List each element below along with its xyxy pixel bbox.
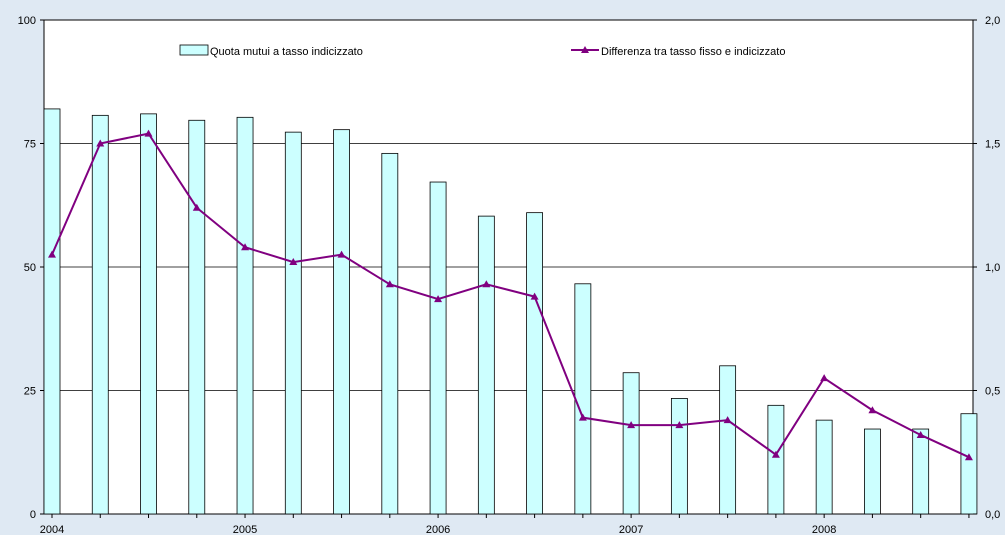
bar xyxy=(429,181,447,515)
line-point xyxy=(916,430,925,438)
x-tick-label: 2008 xyxy=(812,524,836,535)
line-point xyxy=(144,129,153,137)
bar xyxy=(236,116,254,515)
bar xyxy=(622,372,640,515)
x-tick-label: 2006 xyxy=(426,524,450,535)
legend-line-marker xyxy=(581,46,589,53)
bar xyxy=(670,398,688,515)
line-point xyxy=(627,421,636,429)
line-point xyxy=(48,250,56,258)
line-point xyxy=(868,406,877,414)
bar xyxy=(477,215,495,515)
line-point xyxy=(675,421,684,429)
bar xyxy=(91,114,109,515)
bar xyxy=(333,129,350,515)
x-tick-label: 2007 xyxy=(619,524,643,535)
bar xyxy=(43,108,61,515)
right-tick-label: 1,0 xyxy=(985,262,1000,274)
bar xyxy=(188,119,206,515)
x-axis-ticks: 2004 2005 2006 2007 2008 xyxy=(40,524,837,535)
legend: Quota mutui a tasso indicizzato Differen… xyxy=(179,44,785,58)
line-point xyxy=(241,243,250,251)
line-point xyxy=(771,450,780,458)
right-tick-label: 2,0 xyxy=(985,15,1000,27)
bar xyxy=(912,428,930,515)
bar xyxy=(526,212,543,515)
right-tick-label: 0,0 xyxy=(985,509,1000,521)
left-tick-label: 75 xyxy=(24,139,36,151)
line-point xyxy=(192,203,201,211)
legend-line-label: Differenza tra tasso fisso e indicizzato xyxy=(601,46,785,58)
left-tick-label: 100 xyxy=(18,15,36,27)
line-point xyxy=(289,258,298,266)
line-point xyxy=(96,139,105,147)
bar xyxy=(815,419,833,515)
series-line xyxy=(51,132,970,459)
line-point xyxy=(578,413,587,421)
line-series xyxy=(48,129,973,461)
bar xyxy=(767,404,785,515)
left-tick-label: 0 xyxy=(30,509,36,521)
bar xyxy=(284,131,302,515)
bar xyxy=(719,365,737,515)
line-point xyxy=(530,292,539,300)
line-point xyxy=(964,453,973,461)
line-point xyxy=(337,250,346,258)
axes xyxy=(40,19,977,518)
legend-bar-swatch xyxy=(179,44,209,56)
bar xyxy=(140,113,157,515)
x-tick-label: 2005 xyxy=(233,524,257,535)
right-axis-ticks: 0,0 0,5 1,0 1,5 2,0 xyxy=(985,15,1000,521)
line-point xyxy=(723,416,732,424)
left-tick-label: 50 xyxy=(24,262,36,274)
bar xyxy=(960,413,978,515)
bar xyxy=(574,283,592,515)
legend-bar-label: Quota mutui a tasso indicizzato xyxy=(210,46,363,58)
x-tick-label: 2004 xyxy=(40,524,64,535)
left-tick-label: 25 xyxy=(24,386,36,398)
line-point xyxy=(385,280,394,288)
line-point xyxy=(820,374,829,382)
line-point xyxy=(482,280,491,288)
right-tick-label: 0,5 xyxy=(985,386,1000,398)
bars xyxy=(43,108,978,515)
right-tick-label: 1,5 xyxy=(985,139,1000,151)
left-axis-ticks: 0 25 50 75 100 xyxy=(18,15,36,521)
line-point xyxy=(434,295,443,303)
bar xyxy=(864,428,881,515)
bar xyxy=(381,152,399,515)
